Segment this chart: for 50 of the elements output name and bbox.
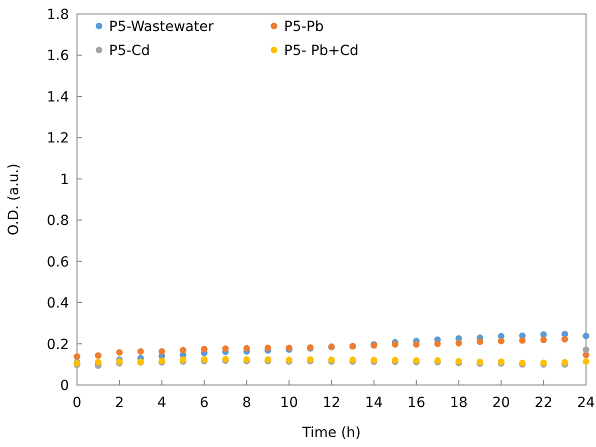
y-tick-label: 0.8 <box>46 213 69 230</box>
y-tick-label: 1.4 <box>46 89 70 106</box>
point <box>498 338 504 344</box>
point <box>476 338 484 346</box>
y-axis-title: O.D. (a.u.) <box>6 164 22 236</box>
x-axis-title: Time (h) <box>301 425 361 441</box>
point <box>74 353 80 360</box>
y-tick-label: 0.2 <box>46 336 69 353</box>
point <box>413 341 420 348</box>
point <box>434 340 441 348</box>
point <box>158 348 166 355</box>
point <box>582 358 590 365</box>
x-tick-label: 20 <box>492 395 510 411</box>
point <box>200 346 208 352</box>
legend-label: P5- Pb+Cd <box>284 43 359 59</box>
point <box>540 336 547 344</box>
x-tick-label: 18 <box>450 395 468 411</box>
x-tick-label: 6 <box>200 395 209 411</box>
y-tick-label: 0.6 <box>46 254 70 270</box>
x-tick-label: 12 <box>322 395 340 411</box>
x-tick-label: 24 <box>577 395 595 411</box>
point <box>243 345 250 352</box>
y-tick-label: 1 <box>60 172 69 188</box>
x-tick-label: 14 <box>365 395 383 411</box>
y-tick-label: 1.8 <box>46 7 69 23</box>
y-tick-label: 0 <box>60 378 69 394</box>
point <box>94 352 102 359</box>
x-tick-label: 4 <box>157 395 166 411</box>
point <box>582 346 590 354</box>
x-tick-label: 8 <box>242 395 252 411</box>
point <box>519 337 526 344</box>
point <box>582 332 590 340</box>
point <box>137 348 144 355</box>
point <box>180 346 186 354</box>
x-tick-label: 2 <box>114 395 124 411</box>
x-tick-label: 0 <box>72 395 82 411</box>
point <box>222 345 229 352</box>
y-tick-label: 1.2 <box>46 130 69 147</box>
legend-label: P5-Cd <box>109 43 150 59</box>
point <box>264 344 272 352</box>
legend-label: P5-Wastewater <box>109 19 214 35</box>
x-tick-label: 16 <box>407 395 426 411</box>
point <box>455 340 462 346</box>
point <box>116 349 123 356</box>
y-tick-label: 0.4 <box>46 296 70 312</box>
x-tick-label: 22 <box>534 395 552 411</box>
point <box>561 336 568 343</box>
x-tick-label: 10 <box>280 395 298 411</box>
legend-label: P5-Pb <box>284 19 324 35</box>
y-tick-label: 1.6 <box>46 48 70 64</box>
